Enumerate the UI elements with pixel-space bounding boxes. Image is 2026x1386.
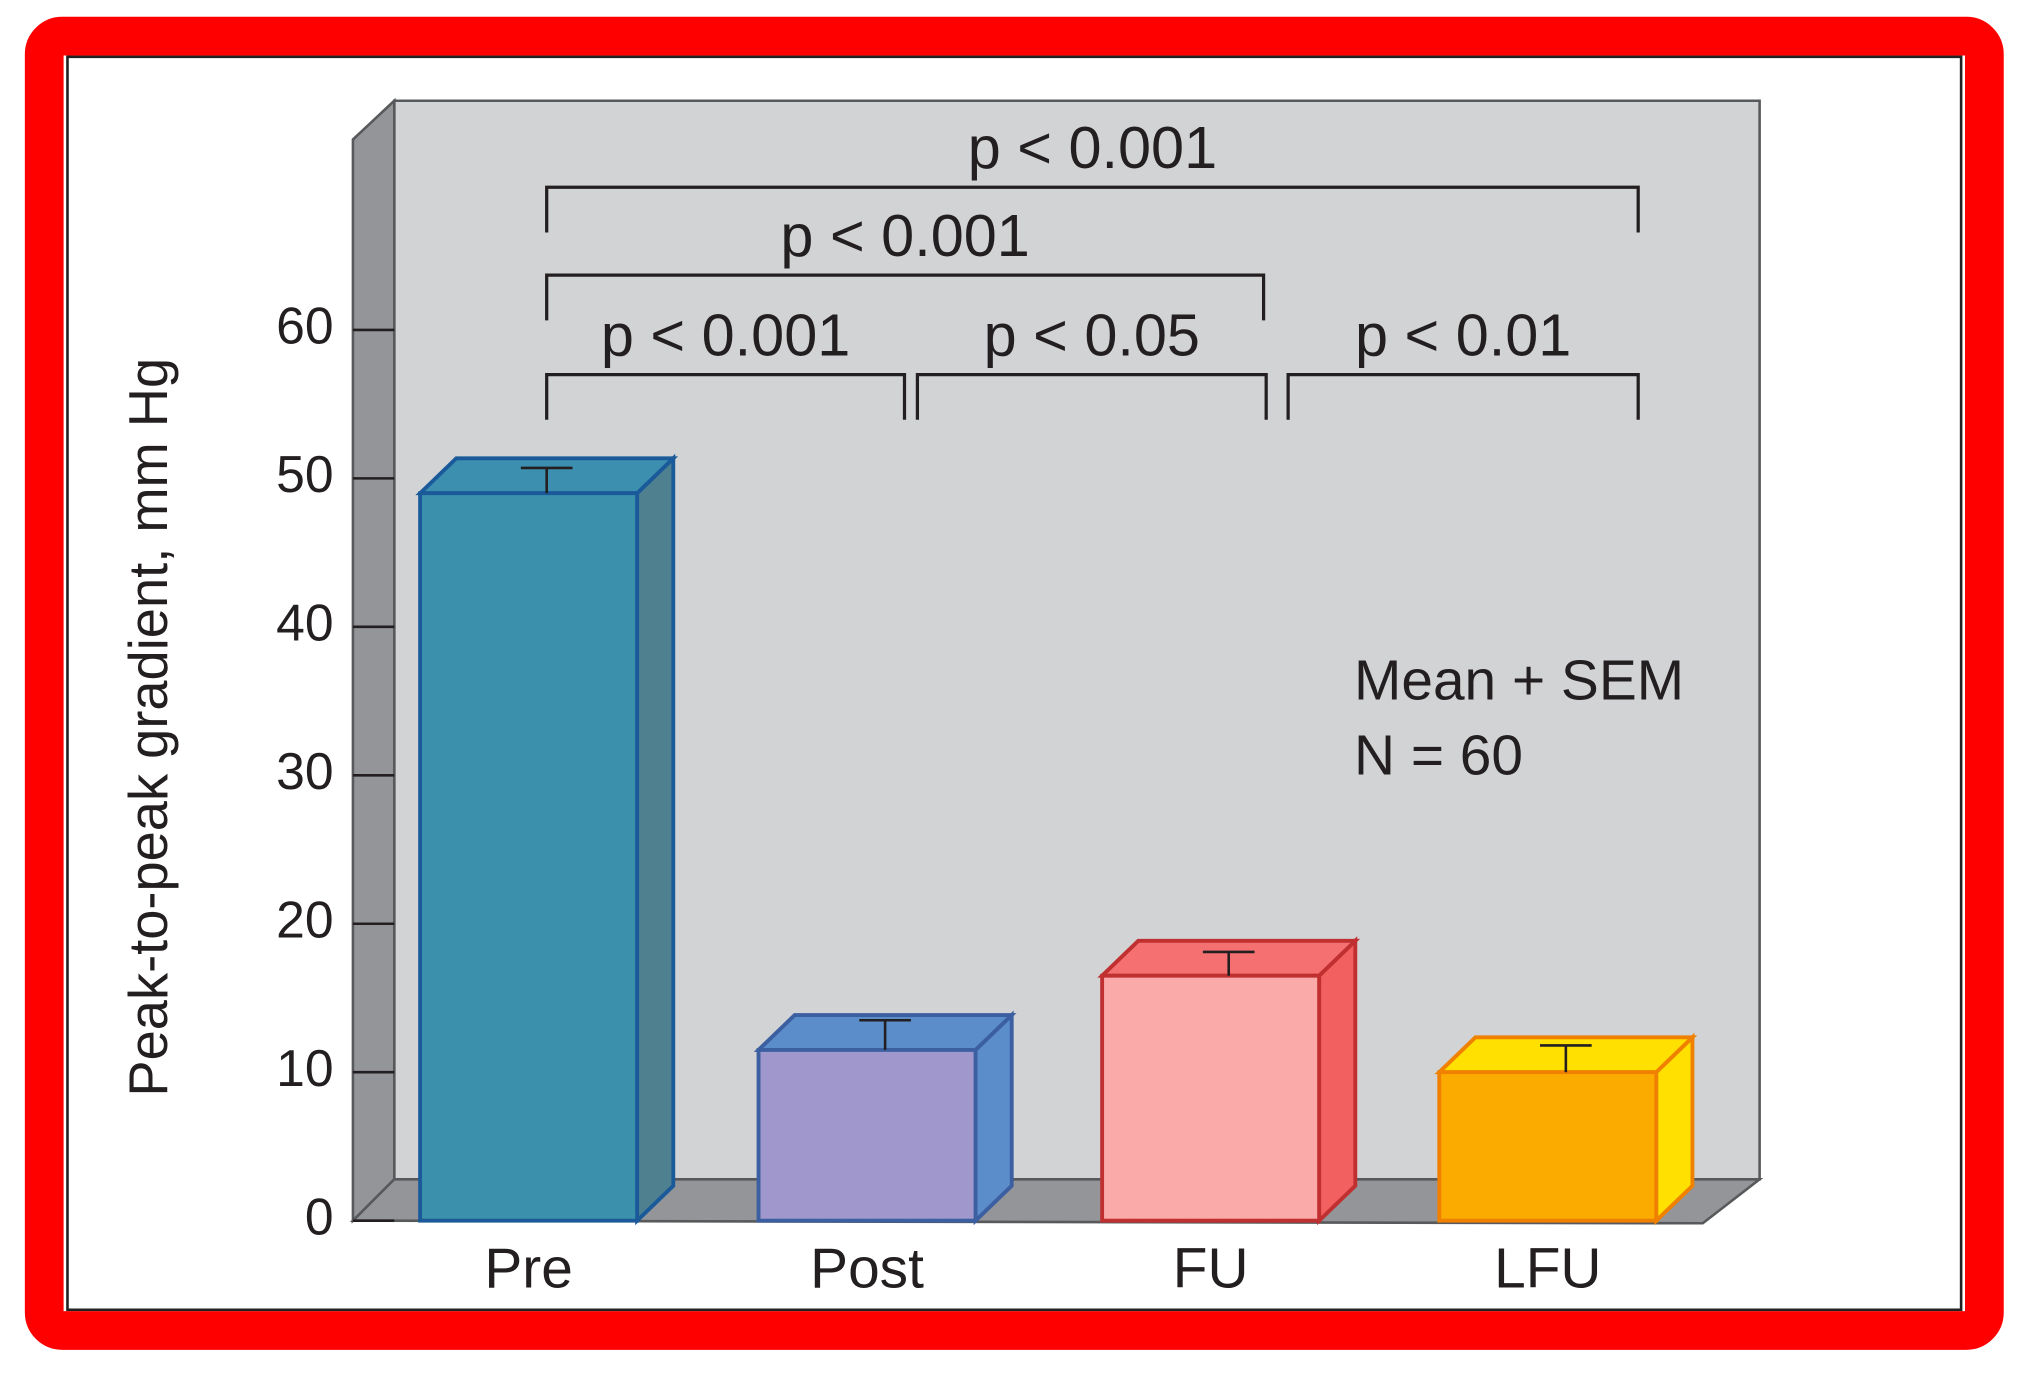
comparison-bracket — [1286, 372, 1640, 420]
error-bar — [520, 466, 573, 494]
comparison-bracket — [915, 372, 1268, 420]
x-tick-label: Pre — [484, 1237, 572, 1300]
error-bar — [1202, 950, 1255, 976]
x-tick-label: Post — [810, 1237, 924, 1300]
annotation: Mean + SEM — [1354, 650, 1684, 713]
comparison-bracket — [545, 185, 1640, 233]
y-tick-label: 50 — [276, 445, 333, 503]
x-tick-label: FU — [1173, 1237, 1249, 1300]
comparison-label: p < 0.01 — [1355, 301, 1571, 368]
y-tick-label: 60 — [276, 297, 333, 355]
comparison-bracket — [545, 372, 907, 420]
comparison-label: p < 0.001 — [968, 114, 1217, 181]
comparison-label: p < 0.001 — [780, 202, 1029, 269]
bar — [1437, 1070, 1659, 1223]
y-tick-label: 30 — [276, 742, 333, 800]
comparison-bracket — [545, 273, 1266, 321]
comparison-label: p < 0.001 — [601, 301, 850, 368]
side-wall — [351, 97, 396, 1224]
bar-side — [635, 453, 676, 1226]
y-axis-title: Peak-to-peak gradient, mm Hg — [119, 358, 179, 1097]
bar — [1100, 973, 1322, 1223]
bar-side — [1317, 936, 1358, 1226]
comparison-label: p < 0.05 — [984, 301, 1200, 368]
y-tick-label: 0 — [305, 1187, 334, 1245]
bar — [418, 491, 640, 1223]
annotation: N = 60 — [1354, 725, 1523, 788]
y-tick-label: 40 — [276, 593, 333, 651]
x-tick-label: LFU — [1494, 1237, 1601, 1300]
error-bar — [1540, 1044, 1592, 1073]
y-tick-label: 10 — [276, 1039, 333, 1097]
error-bar — [859, 1018, 911, 1050]
y-tick-label: 20 — [276, 890, 333, 948]
bar — [756, 1047, 978, 1223]
